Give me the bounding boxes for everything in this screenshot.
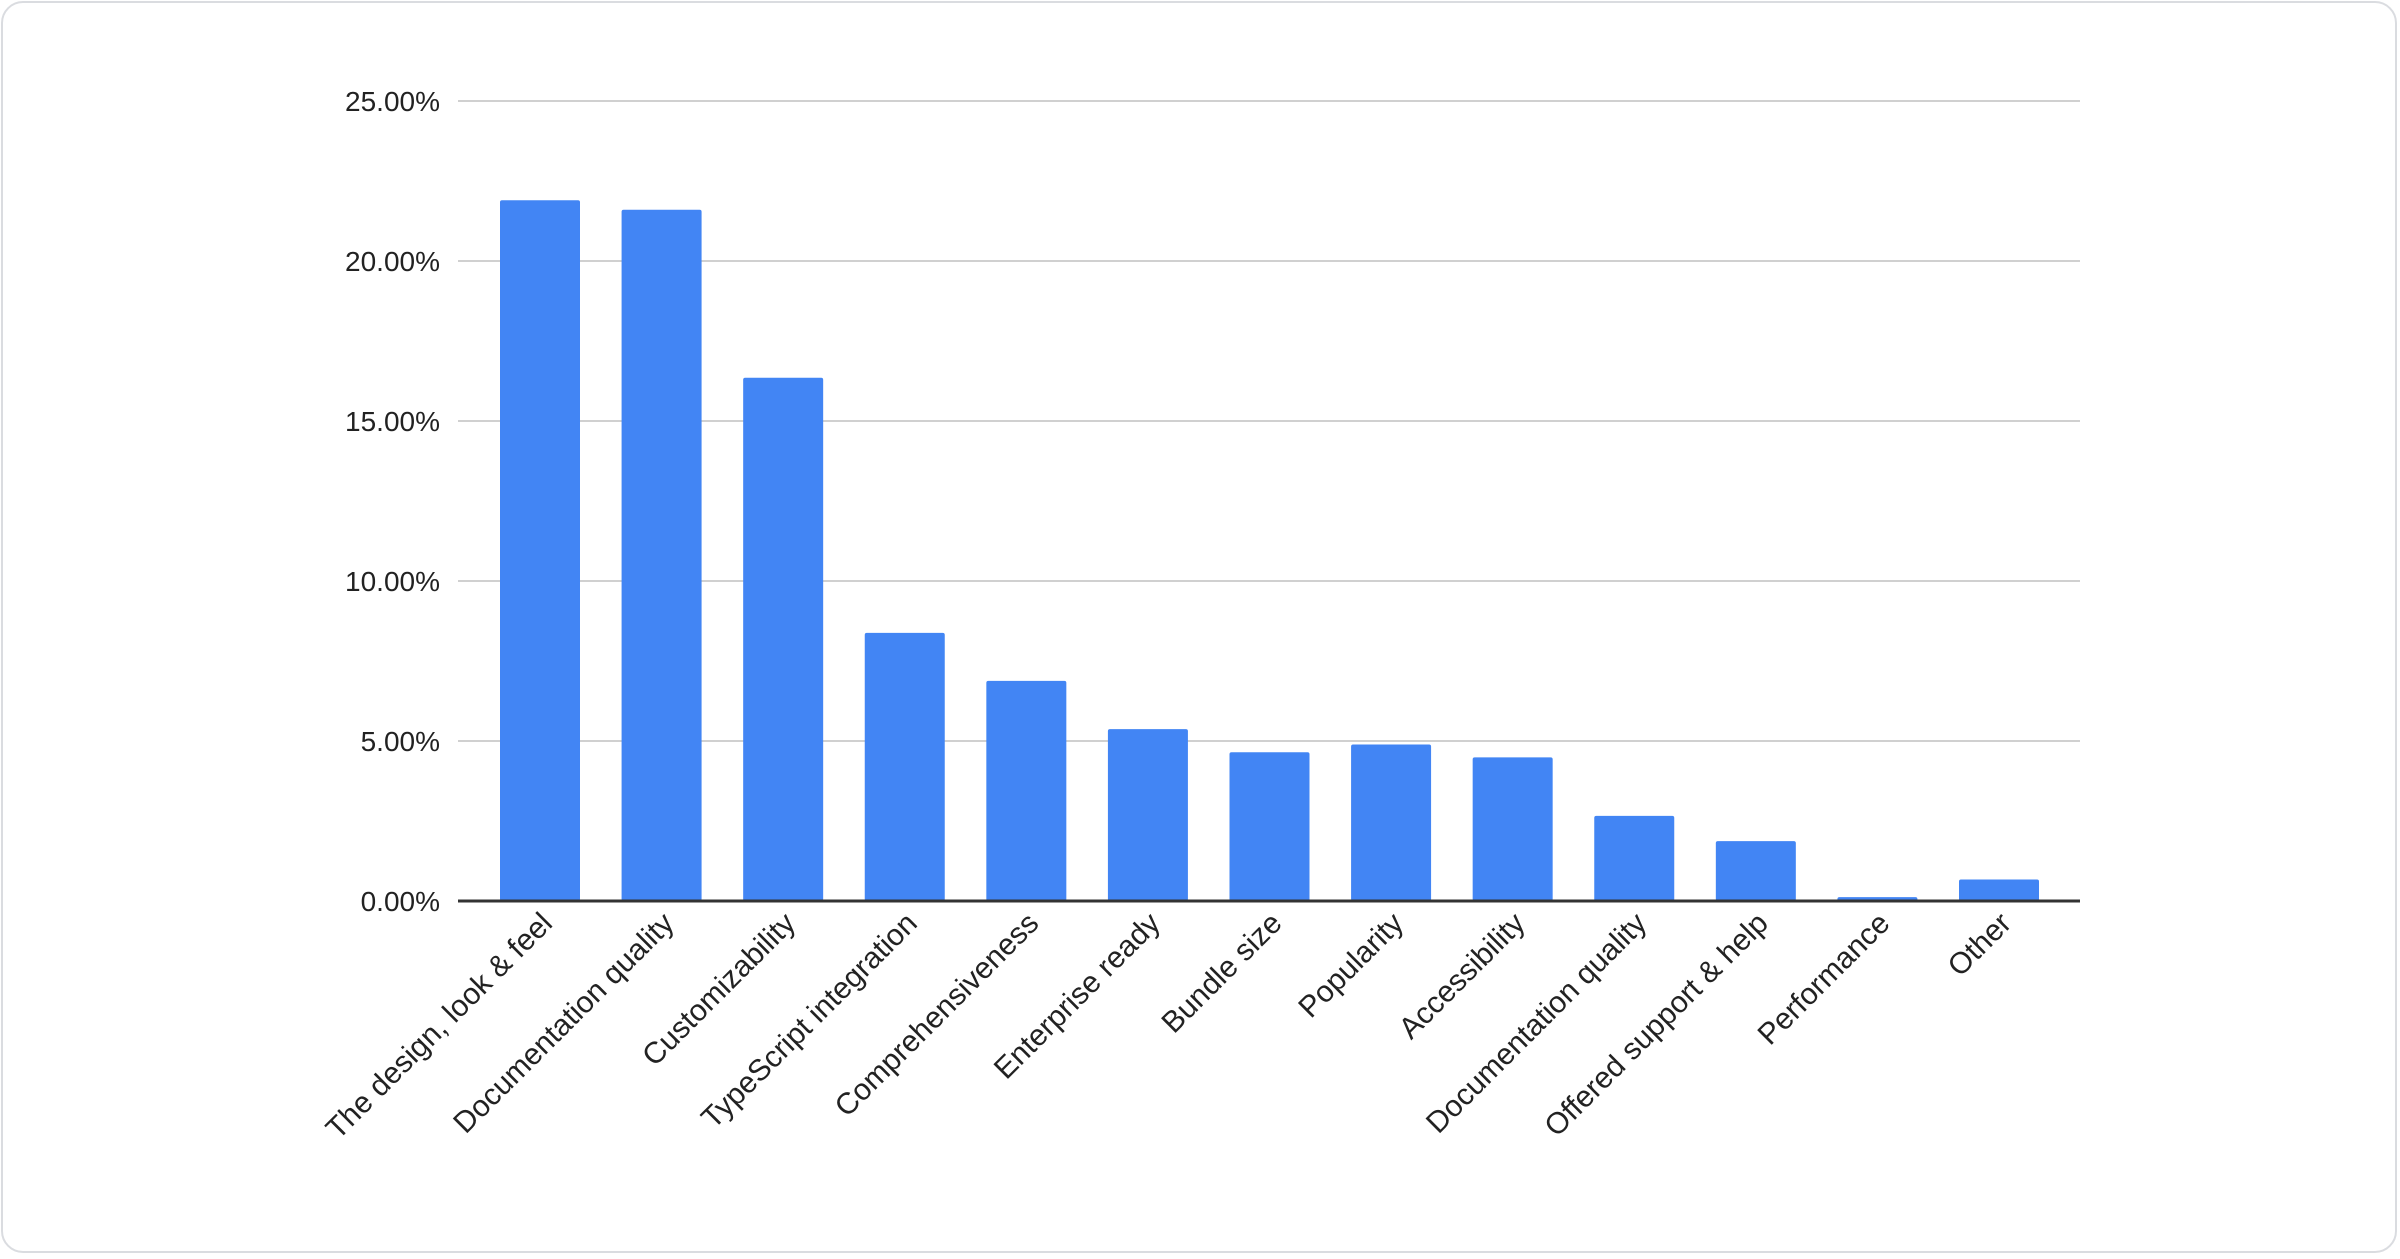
x-tick-label: TypeScript integration <box>695 907 924 1136</box>
x-tick-label: Comprehensiveness <box>829 907 1046 1124</box>
bar <box>864 632 945 901</box>
bar <box>1594 815 1675 901</box>
bar <box>621 209 702 902</box>
x-tick-label: Offered support & help <box>1538 907 1774 1143</box>
bar <box>743 377 824 901</box>
y-tick-label: 0.00% <box>361 886 440 917</box>
bar <box>500 200 580 901</box>
x-tick-label: The design, look & feel <box>320 907 559 1146</box>
bar <box>1351 744 1432 901</box>
bar <box>1472 757 1553 901</box>
y-tick-label: 25.00% <box>345 86 440 117</box>
x-tick-label: Performance <box>1752 907 1897 1052</box>
y-tick-label: 20.00% <box>345 246 440 277</box>
bar <box>1107 729 1188 901</box>
x-tick-label: Documentation quality <box>447 907 680 1140</box>
x-tick-label: Documentation quality <box>1420 907 1653 1140</box>
y-tick-label: 15.00% <box>345 406 440 437</box>
bar <box>1229 752 1310 901</box>
x-tick-label: Bundle size <box>1155 907 1288 1040</box>
bar-chart: 0.00% 5.00% 10.00% 15.00% 20.00% 25.00% The de… <box>320 86 2080 1146</box>
x-tick-label: Popularity <box>1292 907 1410 1025</box>
x-tick-label: Other <box>1942 907 2018 983</box>
bar <box>986 680 1067 901</box>
bar <box>1959 879 2039 901</box>
y-tick-label: 5.00% <box>361 726 440 757</box>
y-tick-label: 10.00% <box>345 566 440 597</box>
bar <box>1715 841 1796 901</box>
